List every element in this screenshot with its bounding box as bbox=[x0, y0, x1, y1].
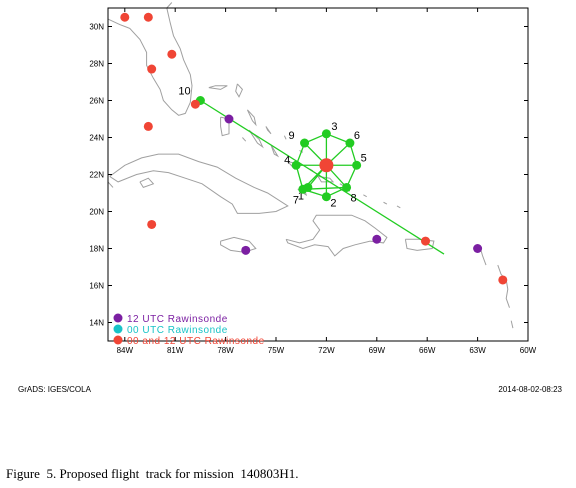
ferry-track-line bbox=[200, 99, 445, 255]
jamaica-outline bbox=[220, 236, 257, 253]
waypoint-marker bbox=[321, 129, 331, 139]
x-tick-label: 84W bbox=[117, 346, 134, 355]
legend-label: 00 and 12 UTC Rawinsonde bbox=[127, 336, 265, 347]
waypoint-marker bbox=[345, 138, 355, 148]
waypoint-marker bbox=[300, 138, 310, 148]
rawinsonde-marker bbox=[167, 49, 177, 59]
legend-marker bbox=[113, 335, 123, 345]
bahamas-islet-outline bbox=[383, 201, 388, 205]
waypoint-label: 7 bbox=[293, 194, 299, 206]
lesser-antilles-c-outline bbox=[510, 320, 514, 329]
waypoint-label: 5 bbox=[361, 152, 367, 164]
rawinsonde-marker bbox=[147, 64, 157, 74]
y-tick-label: 26N bbox=[89, 97, 104, 106]
waypoint-marker bbox=[321, 192, 331, 202]
footer-source: GrADS: IGES/COLA bbox=[18, 385, 92, 394]
legend-marker bbox=[113, 313, 123, 323]
isla-juventud-outline bbox=[139, 177, 155, 189]
storm-center-marker bbox=[319, 158, 334, 173]
florida-coast-outline bbox=[107, 7, 193, 116]
hispaniola-outline bbox=[285, 214, 388, 257]
y-tick-label: 28N bbox=[89, 60, 104, 69]
eleuthera-outline bbox=[246, 109, 257, 127]
legend-label: 12 UTC Rawinsonde bbox=[127, 314, 228, 325]
great-abaco-outline bbox=[235, 83, 243, 98]
rawinsonde-marker bbox=[143, 12, 153, 22]
lesser-antilles-b-outline bbox=[497, 264, 510, 308]
axis-ticks: 84W 81W 78W 75W 72W 69W 66W 63W 60W 14N 16N 18N 20N 2… bbox=[89, 8, 537, 355]
cuba-outline bbox=[109, 153, 289, 214]
legend-marker bbox=[113, 324, 123, 334]
rawinsonde-marker bbox=[224, 114, 234, 124]
exuma-outline bbox=[248, 129, 264, 149]
y-tick-label: 20N bbox=[89, 208, 104, 217]
bahamas-islet-outline bbox=[283, 135, 287, 140]
x-tick-label: 78W bbox=[217, 346, 234, 355]
rawinsonde-marker bbox=[421, 236, 431, 246]
rawinsonde-marker bbox=[372, 234, 382, 244]
y-tick-label: 30N bbox=[89, 23, 104, 32]
y-tick-label: 24N bbox=[89, 134, 104, 143]
waypoint-label: 10 bbox=[178, 86, 190, 98]
waypoint-label: 9 bbox=[289, 130, 295, 142]
map-frame bbox=[107, 7, 529, 342]
waypoint-label: 1 bbox=[298, 190, 304, 202]
waypoint-label: 2 bbox=[330, 198, 336, 210]
waypoint-marker bbox=[342, 182, 352, 192]
x-tick-label: 66W bbox=[419, 346, 436, 355]
rawinsonde-layer bbox=[120, 12, 508, 285]
flight-track-layer: 1 2 3 4 56 7 8 9 10 bbox=[178, 86, 445, 255]
waypoint-marker bbox=[291, 160, 301, 170]
legend-label: 00 UTC Rawinsonde bbox=[127, 325, 228, 336]
x-tick-label: 75W bbox=[268, 346, 285, 355]
waypoint-label: 6 bbox=[354, 130, 360, 142]
rawinsonde-marker bbox=[498, 275, 508, 285]
yucatan-tip-outline bbox=[107, 181, 114, 188]
puerto-rico-outline bbox=[404, 238, 435, 251]
y-tick-label: 16N bbox=[89, 282, 104, 291]
rawinsonde-marker bbox=[241, 245, 251, 255]
waypoint-label: 4 bbox=[284, 154, 290, 166]
x-tick-label: 63W bbox=[469, 346, 486, 355]
rawinsonde-marker bbox=[120, 12, 130, 22]
x-tick-label: 69W bbox=[369, 346, 386, 355]
waypoint-marker bbox=[352, 160, 362, 170]
waypoint-marker bbox=[298, 184, 308, 194]
long-island-outline bbox=[270, 144, 280, 158]
x-tick-label: 81W bbox=[167, 346, 184, 355]
x-tick-label: 60W bbox=[520, 346, 537, 355]
coastline-layer bbox=[107, 2, 514, 329]
bahamas-islet-outline bbox=[363, 194, 367, 198]
y-tick-label: 22N bbox=[89, 171, 104, 180]
bahamas-islet-outline bbox=[396, 205, 401, 209]
y-tick-label: 18N bbox=[89, 245, 104, 254]
rawinsonde-marker bbox=[147, 219, 157, 229]
georgia-coast-ne-outline bbox=[166, 2, 173, 9]
rawinsonde-marker bbox=[190, 99, 200, 109]
cat-island-outline bbox=[265, 126, 272, 135]
footer-timestamp: 2014-08-02-08:23 bbox=[498, 385, 562, 394]
rawinsonde-marker bbox=[143, 121, 153, 131]
figure-caption: Figure 5. Proposed flight track for miss… bbox=[6, 466, 299, 481]
y-tick-label: 14N bbox=[89, 319, 104, 328]
waypoint-label: 3 bbox=[331, 121, 337, 133]
x-tick-label: 72W bbox=[318, 346, 335, 355]
grand-bahama-outline bbox=[208, 85, 228, 90]
waypoint-label: 8 bbox=[351, 192, 357, 204]
rawinsonde-marker bbox=[473, 244, 483, 253]
bahamas-islet-outline bbox=[242, 137, 247, 142]
